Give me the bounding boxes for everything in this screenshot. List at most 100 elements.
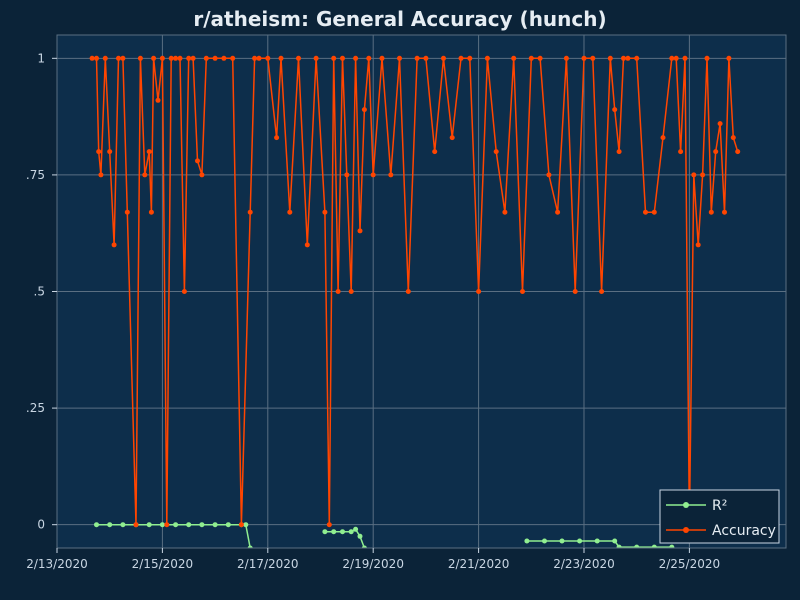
accuracy-point: [159, 55, 165, 61]
chart-title: r/atheism: General Accuracy (hunch): [193, 7, 606, 31]
accuracy-point: [265, 55, 271, 61]
accuracy-point: [116, 55, 121, 61]
r2-point: [542, 538, 547, 544]
accuracy-point: [717, 121, 723, 127]
accuracy-point: [252, 55, 258, 61]
accuracy-point: [287, 209, 293, 215]
r2-point: [159, 522, 165, 528]
accuracy-point: [423, 55, 429, 61]
accuracy-point: [673, 55, 679, 61]
accuracy-series: [89, 55, 741, 528]
legend: R² Accuracy: [659, 489, 780, 544]
r2-series: [524, 538, 675, 548]
y-tick-label: .75: [26, 168, 45, 182]
r2-point: [612, 538, 618, 544]
accuracy-point: [195, 158, 200, 164]
accuracy-point: [678, 149, 684, 155]
r2-point: [361, 545, 367, 548]
accuracy-point: [370, 172, 376, 178]
y-tick-label: 1: [37, 51, 45, 65]
accuracy-point: [164, 522, 170, 528]
r2-point: [146, 522, 152, 528]
accuracy-point: [476, 289, 482, 294]
accuracy-point: [432, 149, 438, 155]
r2-point: [212, 522, 218, 528]
accuracy-point: [199, 172, 205, 178]
accuracy-point: [173, 55, 179, 61]
accuracy-point: [124, 209, 130, 215]
r2-point: [340, 529, 345, 535]
accuracy-point: [414, 55, 420, 61]
accuracy-point: [96, 149, 102, 155]
series-layer: [89, 55, 741, 548]
accuracy-point: [361, 107, 367, 113]
x-tick-label: 2/17/2020: [237, 557, 299, 571]
r2-point: [243, 522, 249, 528]
accuracy-point: [168, 55, 174, 61]
accuracy-point: [467, 55, 473, 61]
legend-marker-r2: [683, 502, 689, 508]
accuracy-point: [296, 55, 301, 61]
accuracy-point: [695, 242, 701, 248]
x-tick-label: 2/15/2020: [132, 557, 194, 571]
accuracy-point: [335, 289, 341, 294]
accuracy-point: [669, 55, 675, 61]
y-tick-label: .25: [26, 401, 45, 415]
accuracy-point: [181, 289, 187, 294]
x-tick-label: 2/21/2020: [448, 557, 510, 571]
r2-point: [247, 545, 253, 548]
accuracy-point: [304, 242, 310, 248]
accuracy-point: [107, 149, 113, 155]
accuracy-point: [190, 55, 196, 61]
r2-point: [348, 529, 354, 535]
legend-marker-accuracy: [683, 527, 689, 533]
accuracy-point: [102, 55, 108, 61]
accuracy-point: [111, 242, 117, 248]
accuracy-point: [607, 55, 613, 61]
accuracy-point: [700, 172, 706, 178]
accuracy-point: [212, 55, 218, 61]
r2-point: [94, 522, 99, 528]
accuracy-point: [612, 107, 618, 113]
accuracy-point: [581, 55, 587, 61]
r2-line: [526, 540, 672, 548]
accuracy-point: [625, 55, 631, 61]
accuracy-point: [735, 149, 741, 155]
x-tick-label: 2/23/2020: [553, 557, 615, 571]
accuracy-point: [621, 55, 626, 61]
accuracy-point: [441, 55, 446, 61]
accuracy-point: [326, 522, 332, 528]
accuracy-point: [388, 172, 394, 178]
legend-label-accuracy: Accuracy: [712, 523, 776, 539]
r2-point: [173, 522, 179, 528]
accuracy-point: [546, 172, 552, 178]
accuracy-point: [94, 55, 99, 61]
r2-point: [357, 533, 363, 539]
accuracy-point: [708, 209, 714, 215]
x-tick-label: 2/25/2020: [659, 557, 721, 571]
accuracy-point: [203, 55, 209, 61]
r2-point: [669, 544, 675, 548]
accuracy-point: [634, 55, 640, 61]
r2-point: [651, 544, 657, 548]
r2-point: [107, 522, 113, 528]
x-axis: 2/13/2020 2/15/2020 2/17/2020 2/19/2020 2/21…: [26, 548, 720, 571]
accuracy-point: [484, 55, 490, 61]
accuracy-point: [340, 55, 345, 61]
r2-point: [120, 522, 126, 528]
legend-box: [659, 489, 780, 544]
accuracy-point: [651, 209, 657, 215]
r2-point: [322, 529, 328, 535]
accuracy-point: [713, 149, 719, 155]
accuracy-point: [313, 55, 319, 61]
accuracy-point: [155, 97, 161, 103]
accuracy-point: [616, 149, 622, 155]
legend-label-r2: R²: [712, 498, 727, 514]
accuracy-point: [726, 55, 732, 61]
accuracy-point: [502, 209, 508, 215]
accuracy-point: [230, 55, 236, 61]
r2-point: [331, 529, 337, 535]
accuracy-point: [89, 55, 95, 61]
accuracy-point: [256, 55, 262, 61]
